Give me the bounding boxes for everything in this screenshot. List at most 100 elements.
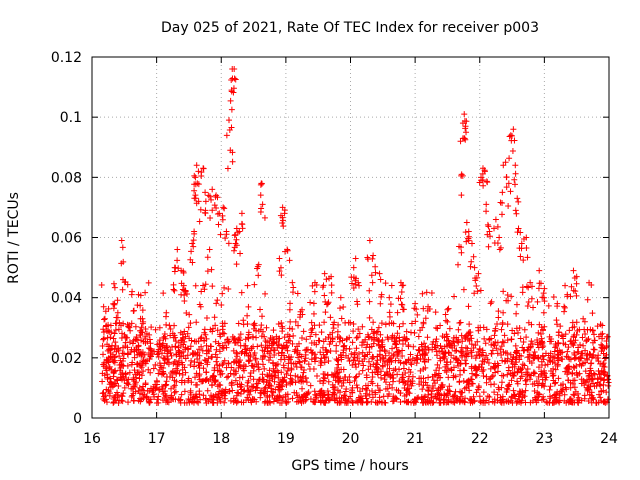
data-point: [209, 328, 216, 335]
y-tick-label: 0.02: [51, 351, 82, 367]
data-point: [249, 396, 256, 403]
data-point: [377, 300, 384, 307]
data-point: [394, 371, 401, 378]
data-point: [105, 388, 112, 395]
data-point: [600, 377, 607, 384]
data-point: [473, 389, 480, 396]
data-point: [283, 371, 290, 378]
data-point: [373, 335, 380, 342]
data-point: [443, 331, 450, 338]
data-point: [470, 393, 477, 400]
data-point: [302, 347, 309, 354]
data-point: [199, 378, 206, 385]
data-point: [536, 267, 543, 274]
data-point: [369, 353, 376, 360]
data-point: [242, 336, 249, 343]
data-point: [426, 398, 433, 405]
data-point: [446, 325, 453, 332]
data-point: [308, 326, 315, 333]
data-point: [236, 334, 243, 341]
data-point: [382, 399, 389, 406]
data-point: [337, 305, 344, 312]
data-point: [524, 371, 531, 378]
data-point: [519, 284, 526, 291]
data-point: [288, 366, 295, 373]
data-point: [276, 335, 283, 342]
data-point: [132, 371, 139, 378]
data-point: [325, 391, 332, 398]
data-point: [439, 349, 446, 356]
data-point: [510, 387, 517, 394]
data-point: [396, 323, 403, 330]
data-point: [257, 181, 264, 188]
data-point: [270, 368, 277, 375]
data-point: [112, 353, 119, 360]
data-point: [223, 231, 230, 238]
data-point: [188, 379, 195, 386]
data-point: [536, 391, 543, 398]
data-point: [300, 328, 307, 335]
data-point: [275, 374, 282, 381]
data-point: [600, 387, 607, 394]
data-point: [480, 397, 487, 404]
data-point: [518, 369, 525, 376]
data-point: [433, 324, 440, 331]
data-point: [597, 394, 604, 401]
data-point: [511, 181, 518, 188]
data-point: [203, 347, 210, 354]
data-point: [460, 367, 467, 374]
data-point: [544, 361, 551, 368]
data-point: [290, 332, 297, 339]
data-point: [512, 342, 519, 349]
data-point: [187, 320, 194, 327]
data-point: [467, 332, 474, 339]
data-point: [162, 381, 169, 388]
data-point: [432, 372, 439, 379]
data-point: [118, 260, 125, 267]
data-point: [366, 334, 373, 341]
data-point: [494, 391, 501, 398]
data-point: [512, 207, 519, 214]
data-point: [181, 297, 188, 304]
data-point: [264, 339, 271, 346]
data-point: [397, 398, 404, 405]
data-point: [445, 349, 452, 356]
data-point: [237, 331, 244, 338]
data-point: [461, 385, 468, 392]
data-point: [571, 332, 578, 339]
data-point: [270, 327, 277, 334]
data-point: [417, 355, 424, 362]
data-point: [500, 339, 507, 346]
data-point: [420, 366, 427, 373]
data-point: [104, 334, 111, 341]
data-point: [496, 386, 503, 393]
data-point: [342, 319, 349, 326]
data-point: [527, 341, 534, 348]
data-point: [498, 211, 505, 218]
data-point: [131, 354, 138, 361]
data-point: [219, 330, 226, 337]
data-point: [134, 360, 141, 367]
data-point: [289, 395, 296, 402]
data-point: [343, 399, 350, 406]
data-point: [188, 248, 195, 255]
data-point: [373, 366, 380, 373]
data-point: [534, 341, 541, 348]
data-point: [477, 324, 484, 331]
data-point: [240, 365, 247, 372]
data-point: [382, 321, 389, 328]
data-point: [514, 378, 521, 385]
data-point: [466, 387, 473, 394]
data-point: [292, 318, 299, 325]
data-point: [296, 394, 303, 401]
data-point: [376, 348, 383, 355]
data-point: [258, 342, 265, 349]
data-point: [408, 361, 415, 368]
data-point: [164, 353, 171, 360]
data-point: [590, 396, 597, 403]
data-point: [394, 348, 401, 355]
data-point: [563, 386, 570, 393]
data-point: [316, 322, 323, 329]
data-point: [156, 337, 163, 344]
data-point: [106, 392, 113, 399]
